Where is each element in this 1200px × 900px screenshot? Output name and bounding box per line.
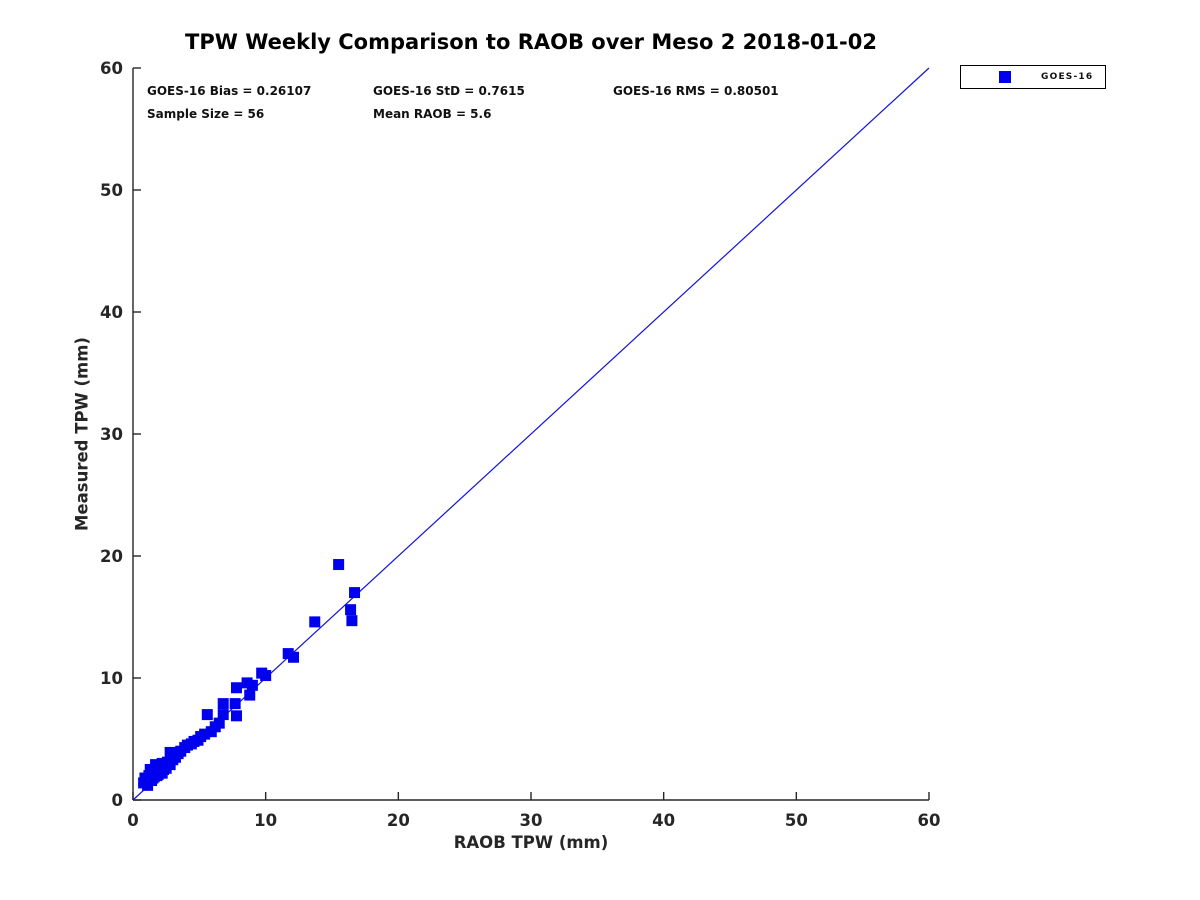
scatter-point: [217, 698, 229, 710]
y-tick-label: 10: [100, 669, 123, 688]
x-tick-label: 30: [520, 811, 543, 830]
scatter-point: [205, 726, 217, 738]
y-tick-label: 50: [100, 181, 123, 200]
y-tick-label: 60: [100, 59, 123, 78]
x-tick-label: 10: [254, 811, 277, 830]
x-axis-label: RAOB TPW (mm): [453, 833, 609, 852]
stat-std: GOES-16 StD = 0.7615: [373, 84, 525, 98]
x-tick-label: 0: [127, 811, 138, 830]
scatter-point: [333, 559, 345, 571]
scatter-point: [244, 689, 256, 701]
scatter-point: [288, 651, 300, 663]
scatter-point: [230, 710, 242, 722]
stat-bias: GOES-16 Bias = 0.26107: [147, 84, 312, 98]
scatter-point: [217, 709, 229, 721]
scatter-point: [345, 604, 357, 616]
x-tick-label: 20: [387, 811, 410, 830]
scatter-point: [229, 698, 241, 710]
scatter-point: [246, 679, 258, 691]
scatter-point: [346, 615, 358, 627]
scatter-point: [144, 764, 156, 775]
stat-mean-raob: Mean RAOB = 5.6: [373, 107, 492, 121]
y-tick-label: 40: [100, 303, 123, 322]
y-tick-label: 30: [100, 425, 123, 444]
scatter-point: [164, 746, 176, 758]
legend: GOES-16: [960, 65, 1106, 89]
scatter-point: [260, 670, 272, 682]
stat-rms: GOES-16 RMS = 0.80501: [613, 84, 779, 98]
scatter-point: [201, 709, 213, 721]
scatter-point: [309, 616, 321, 628]
scatter-point: [349, 587, 361, 599]
x-tick-label: 50: [785, 811, 808, 830]
x-tick-label: 60: [918, 811, 941, 830]
legend-square-marker-swatch: [999, 71, 1011, 83]
y-tick-label: 0: [112, 791, 123, 810]
scatter-point: [156, 757, 168, 769]
stat-sample-size: Sample Size = 56: [147, 107, 265, 121]
y-tick-label: 20: [100, 547, 123, 566]
legend-label-goes16: GOES-16: [1041, 72, 1094, 82]
scatter-point: [138, 777, 150, 789]
x-tick-label: 40: [652, 811, 675, 830]
chart-title: TPW Weekly Comparison to RAOB over Meso …: [185, 30, 877, 54]
scatter-point: [230, 682, 242, 694]
